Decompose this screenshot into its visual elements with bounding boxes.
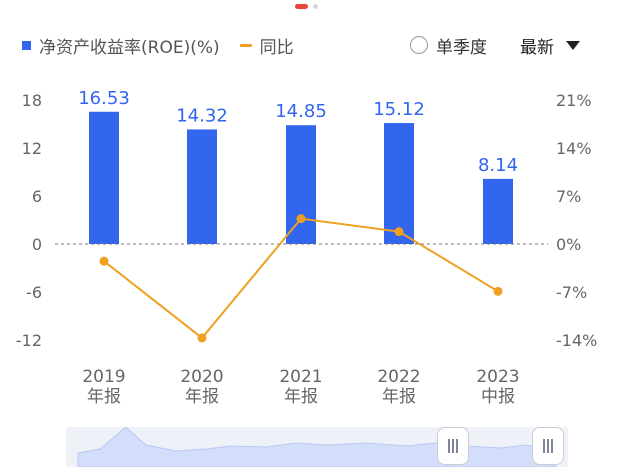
navigator-preview — [77, 427, 557, 467]
right-axis-tick-label: 14% — [556, 139, 592, 158]
left-axis-tick-label: 0 — [32, 235, 42, 254]
x-axis-period-label: 年报 — [382, 387, 416, 407]
yoy-legend-marker — [239, 43, 252, 47]
roe-bar-value-label: 14.32 — [176, 105, 228, 126]
right-axis-tick-label: 21% — [556, 91, 592, 110]
navigator-left-handle[interactable] — [436, 427, 469, 465]
caret-down-icon — [566, 40, 580, 50]
x-axis-period-label: 年报 — [185, 387, 219, 407]
roe-bar[interactable] — [187, 129, 217, 244]
x-axis-year-label: 2019 — [82, 367, 125, 387]
roe-bar-value-label: 14.85 — [275, 101, 327, 122]
page-indicator — [0, 4, 624, 10]
x-axis-period-label: 中报 — [481, 387, 515, 407]
page-dot[interactable] — [313, 4, 318, 9]
x-axis-period-label: 年报 — [284, 387, 318, 407]
roe-bar-value-label: 15.12 — [373, 99, 425, 120]
grip-icon — [447, 439, 458, 453]
roe-bar-value-label: 8.14 — [478, 155, 518, 176]
roe-bar[interactable] — [286, 125, 316, 244]
chart-legend: 净资产收益率(ROE)(%) 同比 — [22, 32, 294, 58]
roe-bar[interactable] — [483, 178, 513, 244]
range-navigator[interactable] — [66, 427, 568, 467]
x-axis-year-label: 2023 — [476, 367, 519, 387]
left-axis-tick-label: -12 — [16, 331, 42, 350]
yoy-point[interactable] — [493, 286, 503, 296]
navigator-right-handle[interactable] — [531, 427, 564, 465]
right-axis-tick-label: -7% — [556, 283, 587, 302]
x-axis-year-label: 2021 — [279, 367, 322, 387]
x-axis-year-label: 2022 — [377, 367, 420, 387]
yoy-point[interactable] — [296, 214, 306, 224]
roe-legend-marker — [22, 40, 31, 50]
yoy-point[interactable] — [197, 333, 207, 343]
right-axis-tick-label: 0% — [556, 235, 581, 254]
grip-icon — [542, 439, 553, 453]
yoy-point[interactable] — [394, 227, 404, 237]
latest-dropdown[interactable]: 最新 — [520, 32, 580, 58]
left-axis-tick-label: -6 — [26, 283, 42, 302]
radio-icon[interactable] — [410, 36, 428, 54]
left-axis-tick-label: 6 — [32, 187, 42, 206]
yoy-point[interactable] — [99, 256, 109, 266]
roe-bar-value-label: 16.53 — [78, 88, 130, 109]
quarterly-toggle[interactable]: 单季度 — [410, 32, 487, 58]
left-axis-tick-label: 12 — [22, 139, 42, 158]
x-axis-year-label: 2020 — [180, 367, 223, 387]
left-axis-tick-label: 18 — [22, 91, 42, 110]
right-axis-tick-label: 7% — [556, 187, 581, 206]
quarterly-label: 单季度 — [436, 37, 487, 58]
latest-label: 最新 — [520, 37, 554, 58]
roe-legend-label: 净资产收益率(ROE)(%) — [39, 37, 220, 58]
roe-chart: 18 12 6 0 -6 -12 21% 14% 7% 0% -7% -14% 16.53 14.32 14… — [16, 88, 597, 407]
roe-bar[interactable] — [89, 111, 119, 244]
x-axis-period-label: 年报 — [87, 387, 121, 407]
right-axis-tick-label: -14% — [556, 331, 597, 350]
roe-bar[interactable] — [384, 123, 414, 244]
page-dot-active[interactable] — [295, 4, 308, 9]
yoy-legend-label: 同比 — [259, 37, 294, 58]
